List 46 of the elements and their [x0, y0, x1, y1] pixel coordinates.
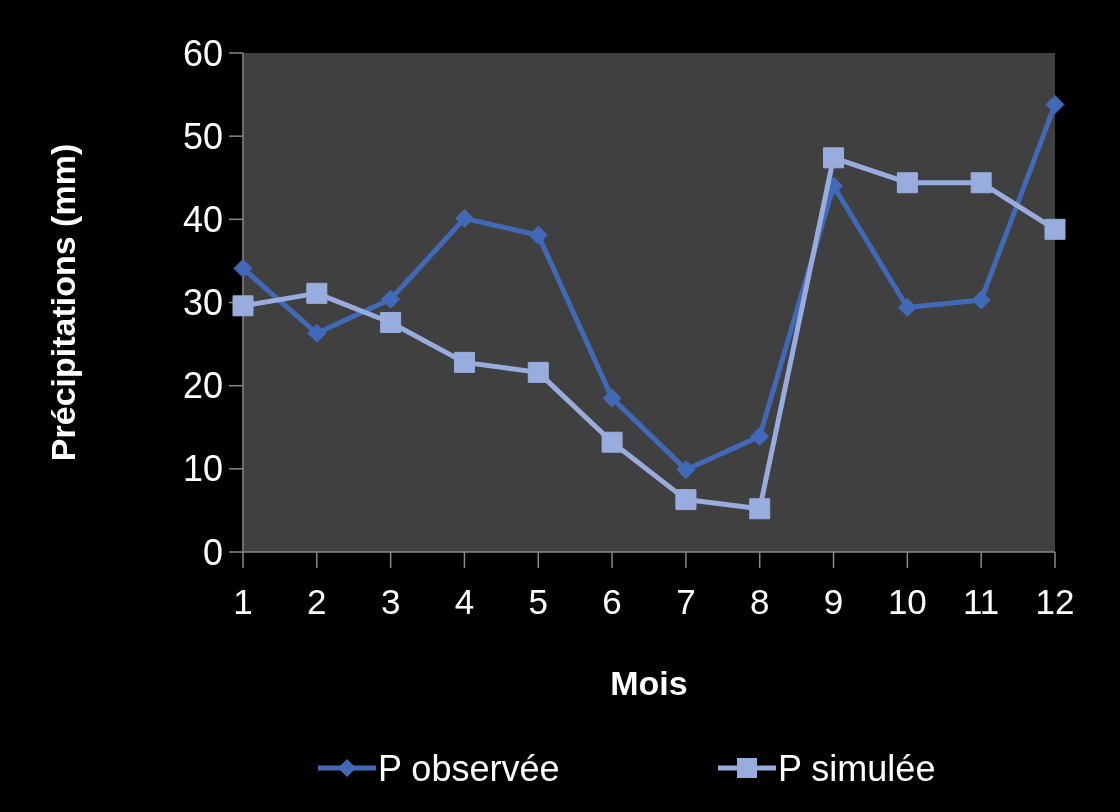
- point: [307, 323, 327, 343]
- x-axis-title: Mois: [610, 664, 688, 702]
- point: [232, 295, 254, 317]
- x-tick-label: 9: [823, 582, 844, 621]
- point: [970, 172, 992, 194]
- point: [675, 489, 697, 511]
- point: [1045, 95, 1065, 115]
- x-tick-label: 8: [749, 582, 770, 621]
- point: [527, 361, 549, 383]
- y-tick-label: 60: [182, 32, 223, 74]
- point: [528, 225, 548, 245]
- x-tick-label: 11: [963, 582, 1000, 621]
- y-tick-label: 40: [182, 198, 223, 240]
- point: [601, 431, 623, 453]
- point: [381, 289, 401, 309]
- point: [676, 460, 696, 480]
- point: [1044, 218, 1066, 240]
- point: [453, 351, 475, 373]
- y-tick-label: 0: [202, 531, 223, 573]
- x-tick-label: 7: [676, 582, 696, 621]
- x-tick-label: 4: [454, 582, 475, 621]
- y-tick-label: 10: [182, 448, 223, 490]
- legend-label: P simulée: [778, 747, 936, 789]
- point: [306, 282, 328, 304]
- point: [971, 290, 991, 310]
- x-tick-label: 10: [887, 582, 927, 621]
- y-tick-label: 20: [182, 365, 223, 407]
- x-tick-label: 6: [602, 582, 622, 621]
- point: [380, 311, 402, 333]
- point: [454, 209, 474, 228]
- x-tick-label: 2: [307, 582, 327, 621]
- x-tick-label: 3: [380, 582, 401, 621]
- point: [896, 172, 918, 194]
- point: [897, 297, 917, 317]
- y-tick-label: 30: [182, 282, 223, 324]
- point: [750, 426, 770, 446]
- point: [233, 258, 253, 278]
- legend-label: P observée: [378, 747, 560, 789]
- x-tick-label: 5: [528, 582, 549, 621]
- y-tick-label: 50: [182, 115, 223, 157]
- point: [823, 147, 845, 169]
- point: [749, 498, 771, 520]
- y-axis-title: Précipitations (mm): [44, 143, 82, 462]
- x-tick-label: 12: [1035, 582, 1075, 621]
- x-tick-label: 1: [233, 582, 253, 621]
- point: [602, 388, 622, 408]
